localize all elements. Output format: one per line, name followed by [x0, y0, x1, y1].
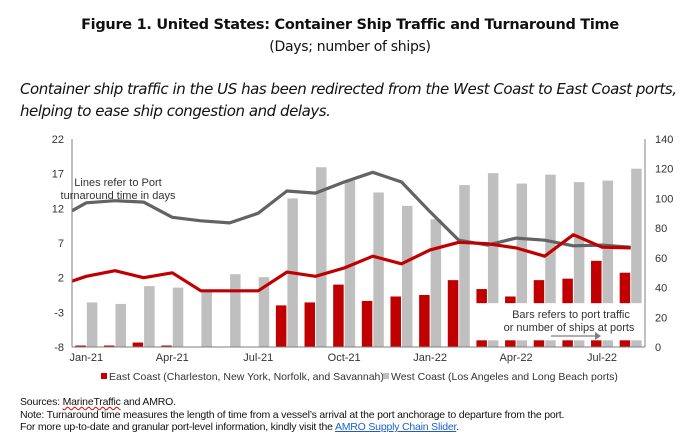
lines-layer: [71, 170, 631, 293]
amro-supply-chain-slider-link[interactable]: AMRO Supply Chain Slider: [334, 421, 457, 433]
x-tick-label: Jan-22: [413, 352, 447, 364]
sources-marinetraffic: MarineTraffic: [62, 396, 121, 408]
x-tick-label: Jul-22: [587, 352, 617, 364]
footer: Sources: MarineTraffic and AMRO. Note: T…: [20, 396, 564, 434]
bar-east-Oct-21: [333, 284, 344, 347]
annotation-bars-line-2: or number of ships at ports: [504, 322, 635, 334]
legend-label-west: West Coast (Los Angeles and Long Beach p…: [391, 371, 618, 383]
right-tick-label: 120: [655, 164, 673, 176]
right-tick-label: 100: [655, 193, 673, 205]
left-tick-label: -3: [54, 307, 64, 319]
left-tick-label: 12: [52, 203, 64, 215]
right-tick-label: 80: [655, 223, 667, 235]
bar-east-Jan-22: [419, 295, 430, 347]
axes-layer: [71, 139, 646, 348]
annotation-arrow-icon: [551, 332, 601, 340]
bar-west-Sep-21: [316, 167, 327, 347]
bar-west-Jan-22: [430, 219, 442, 347]
annotation-lines-line-1: Lines refer to Port: [74, 177, 161, 189]
legend-label-east: East Coast (Charleston, New York, Norfol…: [109, 371, 384, 383]
x-tick-label: Apr-21: [156, 352, 189, 364]
bar-west-Oct-21: [344, 180, 356, 347]
lede-text: Container ship traffic in the US has bee…: [20, 78, 700, 122]
annotation-bars-line-1: Bars refers to port traffic: [512, 309, 630, 321]
x-tick-label: Jul-21: [243, 352, 273, 364]
bar-east-Jan-21: [75, 345, 86, 347]
x-tick-label: Apr-22: [500, 352, 533, 364]
sources-note: Sources: MarineTraffic and AMRO.: [20, 396, 564, 409]
left-tick-label: 22: [52, 134, 64, 146]
bar-west-Mar-22: [487, 173, 499, 347]
right-tick-label: 0: [655, 342, 661, 354]
x-tick-label: Jan-21: [70, 352, 104, 364]
sources-suffix: and AMRO.: [120, 396, 176, 408]
annotation-background: [474, 303, 644, 341]
ticks-layer: 22 17 12 7 2 -3 -8 140 120 100 80 60 40 20 0 Jan-21 Apr-…: [52, 134, 674, 364]
figure-subtitle: (Days; number of ships): [269, 39, 431, 55]
bar-east-Sep-21: [304, 302, 316, 347]
bar-west-Apr-21: [172, 287, 184, 347]
bar-west-May-22: [545, 174, 556, 347]
bar-east-Nov-21: [361, 300, 373, 347]
bar-west-Feb-22: [459, 185, 470, 347]
bar-west-Aug-22: [631, 168, 642, 347]
lede-line-2: helping to ease ship congestion and dela…: [20, 102, 331, 120]
bar-east-Dec-21: [390, 296, 401, 347]
bar-west-Feb-21: [115, 303, 126, 347]
bar-west-Jun-22: [573, 182, 585, 347]
bar-east-Feb-22: [447, 280, 459, 347]
sources-prefix: Sources:: [20, 396, 63, 408]
legend-swatch-west: [383, 373, 389, 379]
bar-west-Jul-22: [602, 180, 614, 347]
bar-west-Dec-21: [401, 205, 413, 347]
left-tick-label: 2: [58, 273, 64, 285]
left-tick-label: 17: [52, 169, 64, 181]
right-tick-label: 140: [655, 134, 673, 146]
left-tick-label: -8: [54, 342, 64, 354]
right-tick-label: 40: [655, 283, 667, 295]
more-info-prefix: For more up-to-date and granular port-le…: [20, 421, 335, 433]
bar-west-May-21: [201, 292, 212, 347]
legend-item-east: East Coast (Charleston, New York, Norfol…: [101, 371, 384, 383]
bar-west-Apr-22: [516, 183, 528, 347]
line-west-turnaround: [71, 170, 631, 249]
bar-east-Apr-21: [161, 345, 172, 347]
right-tick-label: 20: [655, 312, 667, 324]
bar-west-Jul-21: [258, 277, 270, 347]
right-tick-label: 60: [655, 253, 667, 265]
lede-line-1: Container ship traffic in the US has bee…: [20, 80, 677, 98]
bar-west-Jan-21: [86, 302, 98, 347]
legend-swatch-east: [101, 373, 107, 379]
bar-west-Nov-21: [373, 192, 384, 347]
figure-title: Figure 1. United States: Container Ship …: [81, 17, 619, 33]
bar-west-Mar-21: [144, 286, 155, 347]
line-east-turnaround: [71, 233, 631, 293]
annotation-lines-line-2: turnaround time in days: [61, 190, 176, 202]
bar-east-Feb-21: [103, 345, 115, 347]
left-tick-label: 7: [58, 238, 64, 250]
bar-east-Aug-21: [275, 305, 287, 347]
more-info-note: For more up-to-date and granular port-le…: [20, 421, 564, 434]
turnaround-note: Note: Turnaround time measures the lengt…: [20, 408, 565, 421]
more-info-suffix: .: [456, 421, 459, 433]
bar-west-Jun-21: [230, 274, 241, 347]
x-tick-label: Oct-21: [328, 352, 361, 364]
bar-east-Mar-21: [132, 342, 144, 347]
legend-item-west: West Coast (Los Angeles and Long Beach p…: [383, 371, 618, 383]
